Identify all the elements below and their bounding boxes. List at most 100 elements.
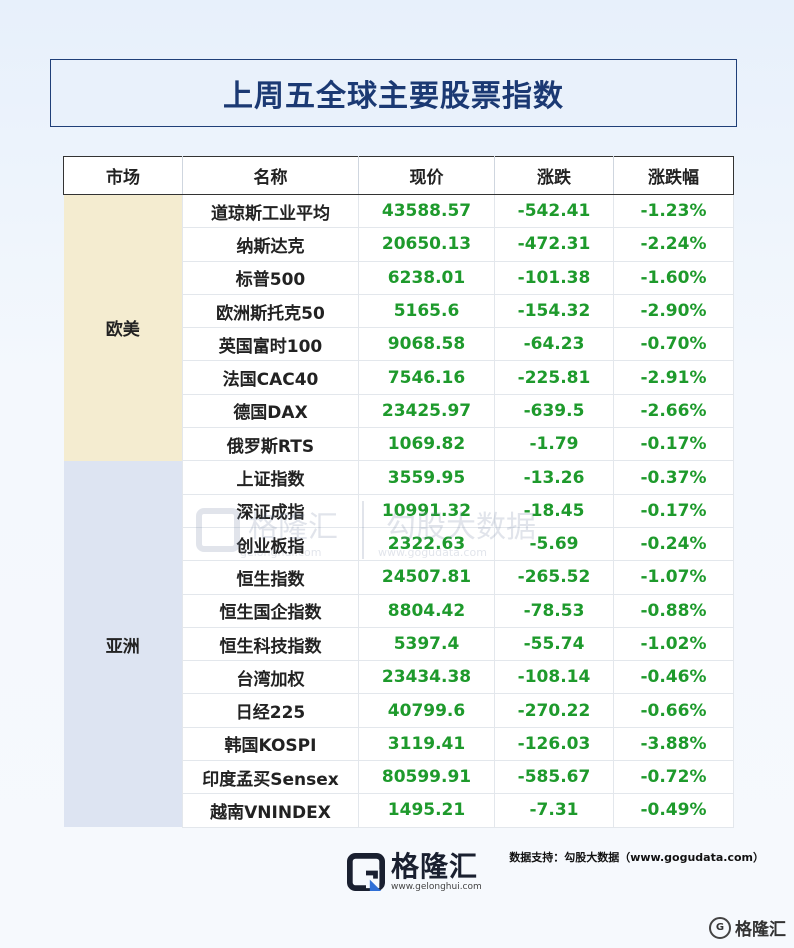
table-row: 恒生指数 24507.81 -265.52 -1.07% bbox=[64, 560, 734, 595]
index-change-pct: -0.70% bbox=[613, 327, 734, 362]
index-price: 20650.13 bbox=[358, 227, 495, 262]
index-change: -472.31 bbox=[494, 227, 614, 262]
index-price: 23434.38 bbox=[358, 660, 495, 695]
index-name: 英国富时100 bbox=[182, 327, 359, 362]
index-price: 6238.01 bbox=[358, 261, 495, 295]
index-price: 1495.21 bbox=[358, 793, 495, 828]
index-change-pct: -0.24% bbox=[613, 527, 734, 562]
index-change: -270.22 bbox=[494, 693, 614, 728]
index-name: 德国DAX bbox=[182, 394, 359, 429]
index-change-pct: -2.91% bbox=[613, 360, 734, 395]
page-title: 上周五全球主要股票指数 bbox=[223, 79, 564, 114]
index-change: -18.45 bbox=[494, 494, 614, 528]
index-price: 8804.42 bbox=[358, 594, 495, 628]
table-row: 欧洲斯托克50 5165.6 -154.32 -2.90% bbox=[64, 294, 734, 329]
gelonghui-corner-icon: G bbox=[709, 916, 731, 939]
index-name: 标普500 bbox=[182, 261, 359, 295]
index-price: 24507.81 bbox=[358, 560, 495, 595]
index-name: 韩国KOSPI bbox=[182, 727, 359, 762]
index-change-pct: -0.46% bbox=[613, 660, 734, 695]
index-price: 5165.6 bbox=[358, 294, 495, 329]
index-change: -542.41 bbox=[494, 194, 614, 229]
index-change: -101.38 bbox=[494, 261, 614, 295]
index-change: -126.03 bbox=[494, 727, 614, 762]
index-price: 40799.6 bbox=[358, 693, 495, 728]
index-price: 9068.58 bbox=[358, 327, 495, 362]
header-market: 市场 bbox=[63, 156, 183, 195]
index-price: 3119.41 bbox=[358, 727, 495, 762]
index-change-pct: -0.17% bbox=[613, 427, 734, 462]
table-row: 亚洲 上证指数 3559.95 -13.26 -0.37% bbox=[63, 460, 734, 828]
index-price: 1069.82 bbox=[358, 427, 495, 462]
index-change-pct: -0.37% bbox=[613, 460, 734, 495]
index-change-pct: -0.49% bbox=[613, 793, 734, 828]
table-row: 标普500 6238.01 -101.38 -1.60% bbox=[64, 261, 734, 295]
index-name: 法国CAC40 bbox=[182, 360, 359, 395]
table-row: 英国富时100 9068.58 -64.23 -0.70% bbox=[64, 327, 734, 362]
stock-index-table: 市场 名称 现价 涨跌 涨跌幅 欧美 道琼斯工业平均 43588.57 -542.41… bbox=[63, 156, 734, 828]
header-change: 涨跌 bbox=[494, 156, 614, 195]
index-price: 2322.63 bbox=[358, 527, 495, 562]
index-name: 恒生国企指数 bbox=[182, 594, 359, 628]
corner-badge-label: 格隆汇 bbox=[735, 920, 786, 940]
header-name: 名称 bbox=[182, 156, 359, 195]
index-change-pct: -3.88% bbox=[613, 727, 734, 762]
index-change-pct: -0.66% bbox=[613, 693, 734, 728]
table-row: 日经225 40799.6 -270.22 -0.66% bbox=[64, 693, 734, 728]
index-change-pct: -2.66% bbox=[613, 394, 734, 429]
index-change: -108.14 bbox=[494, 660, 614, 695]
index-change-pct: -2.24% bbox=[613, 227, 734, 262]
index-name: 纳斯达克 bbox=[182, 227, 359, 262]
index-change: -5.69 bbox=[494, 527, 614, 562]
index-name: 俄罗斯RTS bbox=[182, 427, 359, 462]
index-change: -64.23 bbox=[494, 327, 614, 362]
index-name: 恒生科技指数 bbox=[182, 627, 359, 662]
table-row: 欧美 道琼斯工业平均 43588.57 -542.41 -1.23% bbox=[63, 194, 734, 461]
table-row: 恒生科技指数 5397.4 -55.74 -1.02% bbox=[64, 627, 734, 662]
index-change: -1.79 bbox=[494, 427, 614, 462]
index-name: 道琼斯工业平均 bbox=[182, 194, 359, 229]
table-row: 台湾加权 23434.38 -108.14 -0.46% bbox=[64, 660, 734, 695]
index-name: 印度孟买Sensex bbox=[182, 760, 359, 795]
table-row: 法国CAC40 7546.16 -225.81 -2.91% bbox=[64, 360, 734, 395]
index-change-pct: -1.60% bbox=[613, 261, 734, 295]
table-header-row: 市场 名称 现价 涨跌 涨跌幅 bbox=[63, 156, 734, 195]
footer-logo: 格隆汇 www.gelonghui.com bbox=[347, 852, 482, 892]
index-name: 台湾加权 bbox=[182, 660, 359, 695]
index-change: -265.52 bbox=[494, 560, 614, 595]
title-banner: 上周五全球主要股票指数 bbox=[50, 59, 737, 127]
table-body: 欧美 道琼斯工业平均 43588.57 -542.41 -1.23% 纳斯达克 20650.… bbox=[63, 194, 734, 828]
index-change-pct: -0.72% bbox=[613, 760, 734, 795]
table-row: 恒生国企指数 8804.42 -78.53 -0.88% bbox=[64, 594, 734, 628]
region-cell: 亚洲 bbox=[63, 460, 183, 828]
index-name: 日经225 bbox=[182, 693, 359, 728]
table-row: 俄罗斯RTS 1069.82 -1.79 -0.17% bbox=[64, 427, 734, 462]
index-price: 10991.32 bbox=[358, 494, 495, 528]
index-change: -154.32 bbox=[494, 294, 614, 329]
index-price: 3559.95 bbox=[358, 460, 495, 495]
data-source-note: 数据支持：勾股大数据（www.gogudata.com） bbox=[509, 851, 764, 864]
gelonghui-logo-icon bbox=[347, 853, 385, 891]
index-name: 越南VNINDEX bbox=[182, 793, 359, 828]
index-name: 上证指数 bbox=[182, 460, 359, 495]
index-name: 创业板指 bbox=[182, 527, 359, 562]
index-change: -55.74 bbox=[494, 627, 614, 662]
index-change: -13.26 bbox=[494, 460, 614, 495]
index-change-pct: -0.88% bbox=[613, 594, 734, 628]
index-change: -78.53 bbox=[494, 594, 614, 628]
index-change: -585.67 bbox=[494, 760, 614, 795]
table-row: 德国DAX 23425.97 -639.5 -2.66% bbox=[64, 394, 734, 429]
index-price: 23425.97 bbox=[358, 394, 495, 429]
table-row: 创业板指 2322.63 -5.69 -0.24% bbox=[64, 527, 734, 562]
index-change-pct: -1.07% bbox=[613, 560, 734, 595]
table-row: 印度孟买Sensex 80599.91 -585.67 -0.72% bbox=[64, 760, 734, 795]
index-name: 欧洲斯托克50 bbox=[182, 294, 359, 329]
logo-url: www.gelonghui.com bbox=[391, 882, 482, 892]
index-change: -7.31 bbox=[494, 793, 614, 828]
table-row: 韩国KOSPI 3119.41 -126.03 -3.88% bbox=[64, 727, 734, 762]
corner-badge: G 格隆汇 bbox=[709, 915, 786, 940]
table-row: 越南VNINDEX 1495.21 -7.31 -0.49% bbox=[64, 793, 734, 828]
logo-name: 格隆汇 bbox=[391, 850, 479, 883]
table-row: 深证成指 10991.32 -18.45 -0.17% bbox=[64, 494, 734, 528]
header-change-pct: 涨跌幅 bbox=[613, 156, 734, 195]
